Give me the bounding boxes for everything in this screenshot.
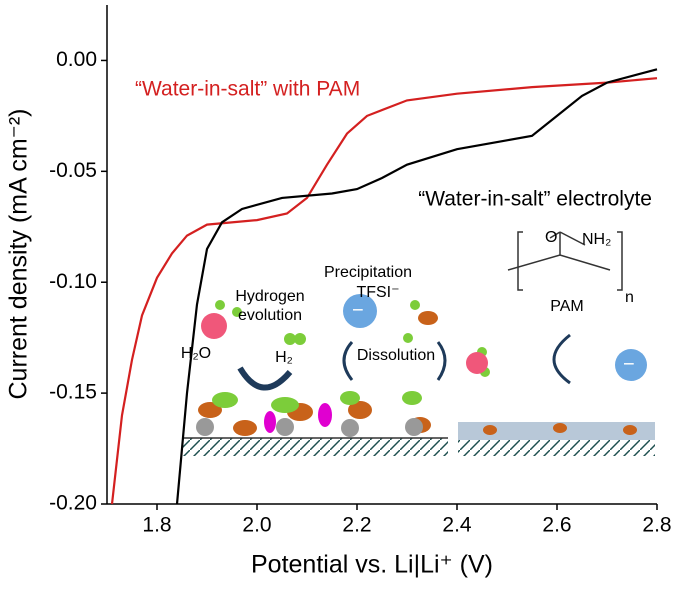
x-tick-label: 2.4 [442,514,472,537]
x-tick-label: 1.8 [142,514,171,537]
x-tick-label: 2.2 [342,514,371,537]
x-tick-label: 2.0 [242,514,271,537]
series-line [110,77,658,505]
series-line [175,68,658,505]
x-tick-label: 2.6 [542,514,571,537]
annotation: O [545,229,557,246]
y-tick-label: -0.20 [49,492,97,515]
annotation: evolution [238,307,302,324]
annotation: H₂ [275,349,293,366]
annotation: TFSI⁻ [356,284,399,301]
y-tick-label: -0.05 [49,159,97,182]
annotation: NH₂ [582,231,611,248]
svg-text:−: − [352,299,364,321]
y-axis-label: Current density (mA cm⁻²) [5,108,33,399]
annotation: Precipitation [324,264,412,281]
annotation: H₂O [181,345,211,362]
y-tick-label: 0.00 [56,48,97,71]
annotation: Dissolution [357,347,435,364]
series-label: “Water-in-salt” with PAM [135,78,360,101]
annotation: PAM [550,298,583,315]
x-axis-label: Potential vs. Li|Li⁺ (V) [251,551,493,579]
y-tick-label: -0.15 [49,381,97,404]
x-tick-label: 2.8 [642,514,671,537]
annotation: Hydrogen [235,288,304,305]
series-label: “Water-in-salt” electrolyte [418,188,652,211]
y-tick-label: -0.10 [49,270,97,293]
svg-text:−: − [623,353,635,375]
annotation: n [625,289,634,306]
schematic: − − [183,231,655,456]
